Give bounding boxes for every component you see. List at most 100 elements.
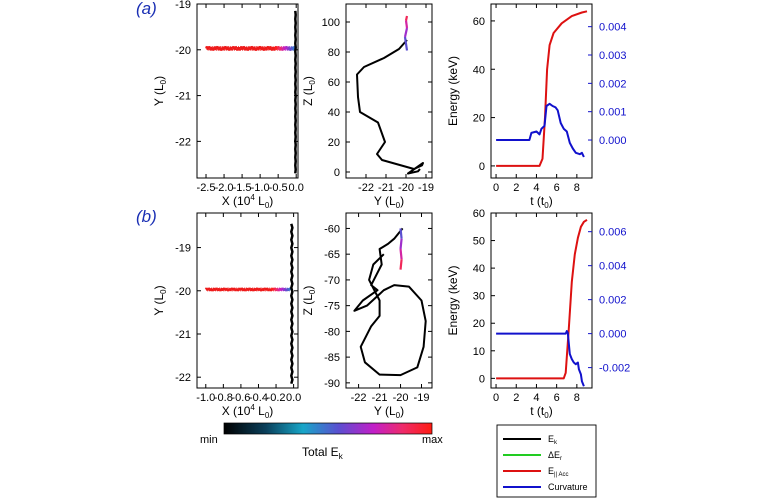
trajectory-segment bbox=[257, 48, 260, 51]
x-tick-label: -21 bbox=[378, 182, 394, 194]
trajectory-segment bbox=[277, 288, 281, 292]
y-tick-label: -22 bbox=[175, 372, 191, 384]
trajectory-segment bbox=[214, 289, 217, 292]
y-axis-label-part: 0 bbox=[308, 289, 317, 294]
x-tick-label: 0.0 bbox=[289, 182, 304, 194]
x-tick-label: -22 bbox=[358, 182, 374, 194]
x-tick-label: 8 bbox=[574, 392, 580, 404]
trajectory-segment bbox=[242, 45, 246, 49]
trajectory-segment bbox=[228, 47, 232, 51]
y-axis-label-part: 0 bbox=[308, 80, 317, 85]
trajectory-black bbox=[353, 227, 427, 377]
legend-box bbox=[496, 424, 597, 498]
trajectory-segment bbox=[399, 259, 403, 270]
x-tick-label: 4 bbox=[533, 182, 539, 194]
trajectory-segment bbox=[263, 287, 267, 291]
x-axis-label: X (104 L0) bbox=[222, 193, 274, 210]
legend-item-curvature: Curvature bbox=[503, 482, 588, 492]
svg-text:Ek: Ek bbox=[548, 434, 558, 446]
trajectory-segment bbox=[260, 288, 263, 292]
trajectory-segment bbox=[266, 287, 269, 290]
trajectory-segment bbox=[262, 47, 266, 51]
trajectory-segment bbox=[289, 47, 293, 51]
y2-tick-label: 0.006 bbox=[599, 227, 627, 239]
trajectory-segment bbox=[215, 287, 219, 291]
x-axis-label-part: t (t bbox=[530, 194, 545, 208]
trajectory-segment bbox=[219, 288, 223, 292]
trajectory-segment bbox=[215, 48, 218, 51]
x-tick-label: -0.5 bbox=[269, 182, 288, 194]
trajectory-segment bbox=[240, 287, 244, 291]
trajectory-segment bbox=[292, 45, 296, 50]
x-tick-label: -1.5 bbox=[233, 182, 252, 194]
x-axis-label: t (t0) bbox=[530, 404, 552, 420]
x-axis-label-part: ) bbox=[269, 194, 273, 208]
svg-text:E|| Acc: E|| Acc bbox=[548, 466, 568, 478]
trajectory-segment bbox=[403, 36, 409, 51]
plot-frame-b-1 bbox=[196, 212, 299, 389]
y-axis-label-part: ) bbox=[152, 76, 166, 80]
trajectory-segment bbox=[254, 289, 258, 292]
y-axis-label-part: Energy (keV) bbox=[446, 265, 460, 335]
trajectory-segment bbox=[256, 287, 259, 291]
y-tick-label: 20 bbox=[473, 113, 485, 125]
x-axis-label-part: 4 bbox=[250, 403, 255, 412]
trajectory-segment bbox=[262, 289, 265, 292]
x-tick-label: -0.8 bbox=[214, 392, 233, 404]
trajectory-segment bbox=[269, 45, 273, 49]
x-axis-label-part: ) bbox=[269, 404, 273, 418]
y-axis-label-part: Y (L bbox=[152, 294, 166, 316]
x-axis-label-part: Y (L bbox=[374, 404, 396, 418]
x-tick-label: 2 bbox=[513, 392, 519, 404]
trajectory-segment bbox=[404, 20, 409, 29]
trajectory-segment bbox=[283, 287, 287, 290]
panel-label-b: (b) bbox=[136, 207, 157, 226]
plot-frame-a-1 bbox=[196, 3, 299, 179]
y-tick-label: 80 bbox=[328, 47, 340, 59]
x-axis-label-part: 0 bbox=[265, 411, 270, 420]
y-tick-label: 20 bbox=[328, 137, 340, 149]
trajectory-segment bbox=[233, 287, 236, 290]
y-axis-label: Energy (keV) bbox=[446, 265, 460, 335]
x-axis-label-part: L bbox=[255, 404, 265, 418]
svg-text:ΔEr: ΔEr bbox=[548, 450, 562, 462]
x-tick-label: -1.0 bbox=[251, 182, 270, 194]
y-tick-label: 20 bbox=[473, 318, 485, 330]
trajectory-segment bbox=[287, 46, 291, 49]
y2-tick-label: -0.002 bbox=[599, 363, 630, 375]
trajectory-segment bbox=[237, 289, 240, 292]
x-tick-label: 4 bbox=[533, 392, 539, 404]
colorbar-min-label: min bbox=[200, 434, 218, 446]
legend-item-epar-acc: E|| Acc bbox=[503, 466, 568, 478]
trajectory-segment bbox=[220, 47, 224, 51]
y-tick-label: 100 bbox=[322, 17, 340, 29]
trajectory-segment bbox=[271, 287, 275, 291]
trajectory-segment bbox=[266, 45, 270, 50]
trajectory-segment bbox=[238, 48, 242, 51]
y-tick-label: -21 bbox=[175, 329, 191, 341]
trajectory-segment bbox=[212, 47, 216, 51]
y-tick-label: 10 bbox=[473, 346, 485, 358]
trajectory-segment bbox=[230, 48, 234, 51]
x-axis-label-part: ) bbox=[400, 404, 404, 418]
x-axis-label-part: L bbox=[255, 194, 265, 208]
x-axis-label-part: ) bbox=[549, 404, 553, 418]
x-axis-label-part: 0 bbox=[396, 201, 401, 210]
y2-tick-label: 0.004 bbox=[599, 261, 627, 273]
trajectory-segment bbox=[218, 287, 221, 290]
y-tick-label: -80 bbox=[324, 326, 340, 338]
x-axis-label-part: X (10 bbox=[222, 404, 251, 418]
y-tick-label: 60 bbox=[328, 77, 340, 89]
x-axis-label: X (104 L0) bbox=[222, 403, 274, 420]
x-axis-label-part: 0 bbox=[396, 411, 401, 420]
y-tick-label: -19 bbox=[175, 243, 191, 255]
y-tick-label: 0 bbox=[334, 167, 340, 179]
colorbar-title: Total Ek bbox=[302, 445, 344, 461]
plot-frame-a-3 bbox=[490, 3, 593, 179]
trajectory-segment bbox=[281, 47, 285, 51]
y-axis-label-part: Energy (keV) bbox=[446, 56, 460, 126]
trajectory-segment bbox=[225, 287, 229, 290]
y-tick-label: -20 bbox=[175, 45, 191, 57]
y-tick-label: -85 bbox=[324, 352, 340, 364]
y-tick-label: 40 bbox=[473, 64, 485, 76]
